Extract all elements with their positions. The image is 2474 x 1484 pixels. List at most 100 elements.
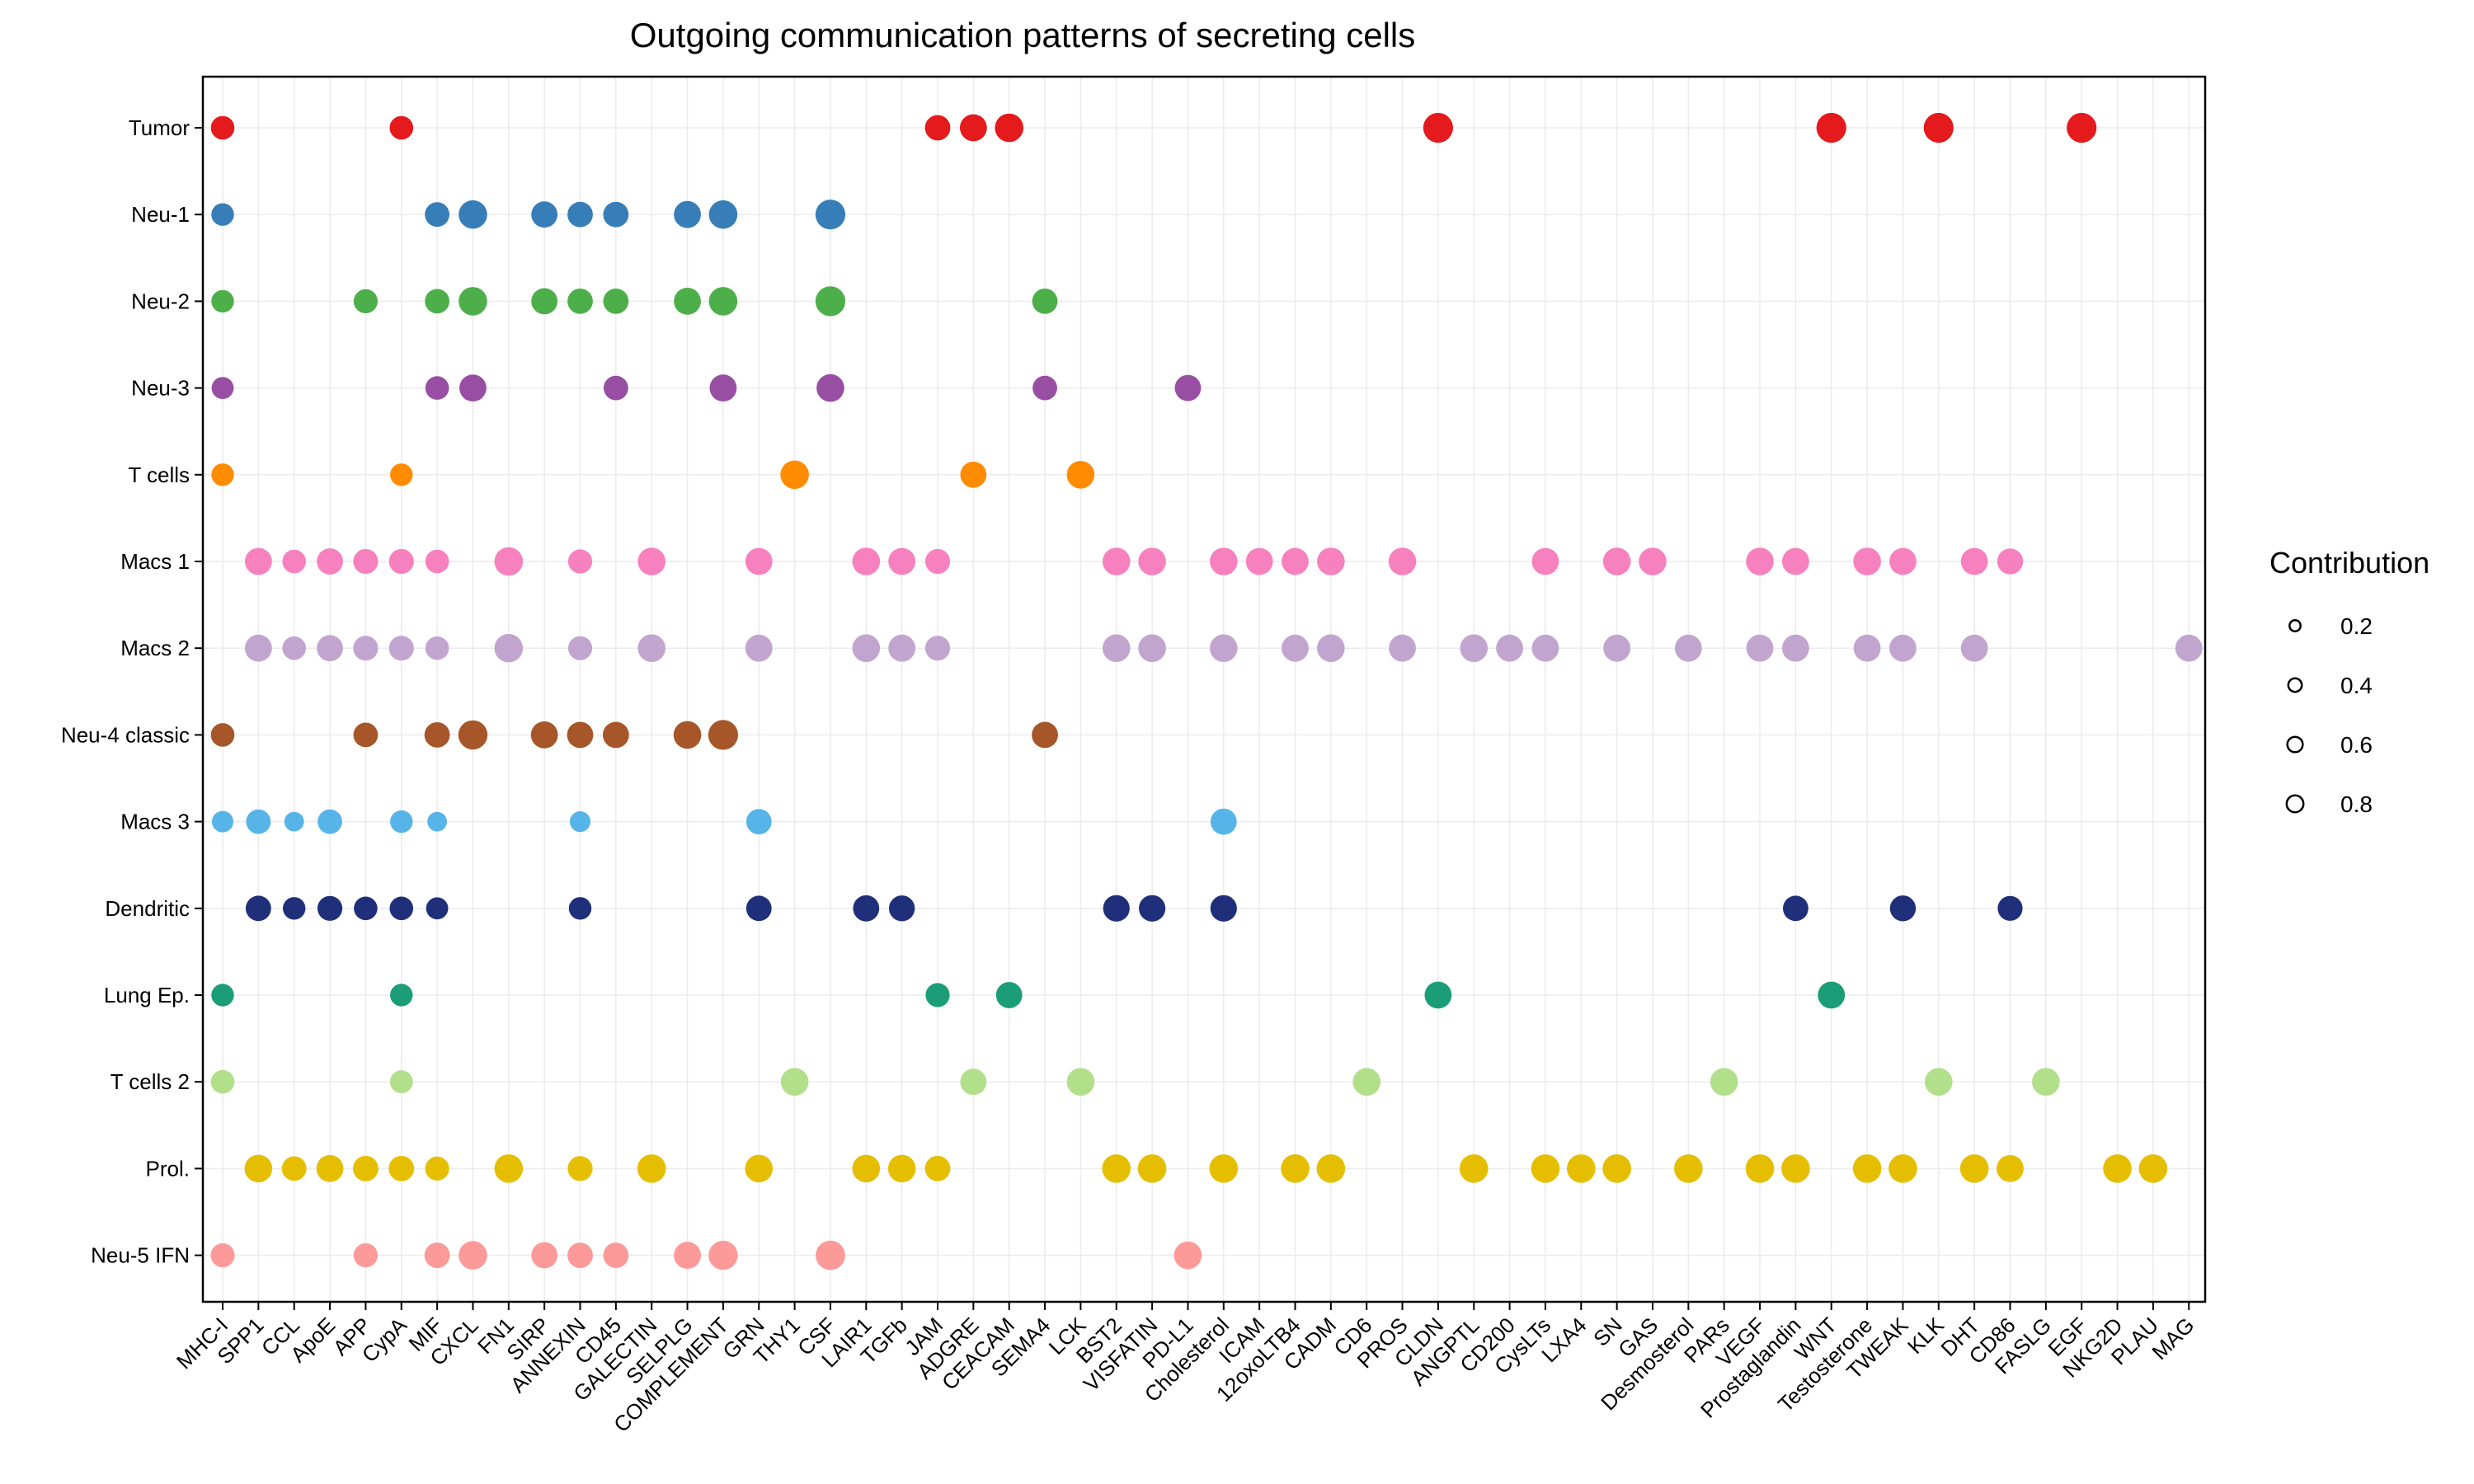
data-point — [603, 375, 628, 401]
data-point — [1137, 1154, 1167, 1183]
data-point — [1102, 634, 1131, 662]
data-point — [1103, 895, 1130, 922]
data-point — [637, 547, 666, 575]
data-point — [282, 549, 307, 574]
data-point — [925, 983, 950, 1007]
grid-lines — [203, 77, 2205, 1302]
data-point — [425, 376, 449, 400]
data-point — [709, 374, 737, 402]
data-point — [1389, 634, 1416, 662]
data-point — [708, 1240, 738, 1270]
data-point — [1460, 634, 1489, 662]
data-point — [888, 547, 916, 575]
data-point — [244, 547, 272, 575]
y-tick-label: Prol. — [146, 1156, 190, 1181]
data-point — [1746, 634, 1774, 662]
data-point — [1567, 1154, 1596, 1183]
data-point — [1281, 1154, 1310, 1183]
data-point — [459, 374, 487, 402]
data-point — [1997, 895, 2023, 921]
data-point — [1782, 634, 1809, 662]
data-point — [1459, 1154, 1489, 1183]
data-points — [210, 112, 2203, 1270]
data-point — [317, 635, 343, 662]
data-point — [708, 200, 738, 229]
data-point — [531, 1242, 558, 1269]
data-point — [211, 289, 234, 313]
y-tick-label: T cells — [128, 463, 190, 487]
data-point — [245, 895, 271, 922]
data-point — [284, 811, 304, 832]
data-point — [1853, 634, 1881, 662]
data-point — [425, 202, 449, 228]
data-point — [674, 200, 701, 228]
data-point — [1174, 374, 1202, 402]
data-point — [1317, 547, 1345, 575]
data-point — [389, 896, 414, 921]
data-point — [995, 982, 1023, 1008]
data-point — [2103, 1154, 2132, 1183]
data-point — [1888, 1154, 1917, 1183]
data-point — [388, 1156, 415, 1181]
data-point — [924, 115, 951, 141]
data-point — [1066, 1068, 1095, 1096]
legend-size-label: 0.8 — [2340, 791, 2373, 817]
data-point — [852, 634, 881, 662]
data-point — [1674, 634, 1702, 662]
data-point — [708, 720, 739, 750]
y-tick-label: Macs 3 — [120, 810, 190, 834]
y-tick-label: Macs 1 — [120, 549, 190, 574]
data-point — [815, 200, 846, 230]
data-point — [637, 1154, 666, 1183]
data-point — [1138, 547, 1166, 575]
data-point — [1783, 895, 1808, 922]
data-point — [567, 721, 594, 749]
y-tick-label: Macs 2 — [120, 636, 190, 660]
data-point — [815, 286, 846, 317]
data-point — [1210, 808, 1237, 835]
y-tick-label: Neu-4 classic — [61, 722, 190, 747]
data-point — [531, 201, 558, 228]
data-point — [354, 896, 378, 921]
data-point — [424, 1242, 450, 1268]
data-point — [602, 721, 629, 749]
data-point — [1316, 1154, 1346, 1183]
data-point — [780, 460, 809, 490]
data-point — [1282, 547, 1309, 575]
data-point — [210, 1243, 235, 1268]
data-point — [2067, 112, 2097, 143]
data-point — [211, 984, 234, 1007]
y-tick-label: Dendritic — [105, 896, 190, 921]
data-point — [853, 895, 880, 922]
legend-size-key — [2285, 794, 2305, 814]
x-tick-label: KLK — [1903, 1313, 1949, 1359]
data-point — [390, 463, 413, 486]
data-point — [389, 115, 414, 140]
legend-size-key — [2287, 677, 2303, 693]
data-point — [425, 289, 449, 314]
y-tick-label: Lung Ep. — [104, 983, 190, 1007]
data-point — [1209, 1154, 1239, 1183]
data-point — [211, 377, 234, 399]
data-point — [674, 288, 701, 315]
data-point — [569, 811, 591, 833]
data-point — [390, 810, 413, 834]
data-point — [1959, 1154, 1989, 1183]
data-point — [1602, 1154, 1631, 1183]
data-point — [1925, 1068, 1953, 1096]
data-point — [1032, 289, 1058, 314]
data-point — [353, 289, 378, 313]
data-point — [1816, 112, 1846, 143]
data-point — [353, 1156, 379, 1181]
data-point — [1138, 634, 1166, 662]
data-point — [924, 1156, 951, 1181]
chart-title: Outgoing communication patterns of secre… — [630, 16, 1416, 54]
legend-size-label: 0.4 — [2340, 673, 2373, 698]
data-point — [1603, 634, 1631, 662]
data-point — [425, 549, 449, 574]
data-point — [1923, 112, 1954, 143]
data-point — [959, 114, 987, 142]
data-point — [708, 287, 738, 316]
data-point — [211, 463, 234, 486]
